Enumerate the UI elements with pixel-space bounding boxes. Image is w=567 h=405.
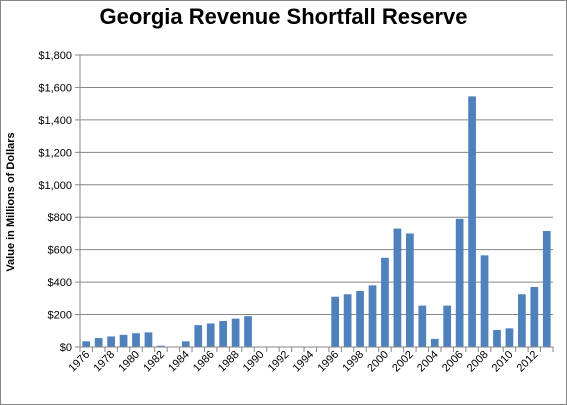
y-tick-label: $1,200 [38,147,72,159]
x-axis: 1976 1978 1980 1982 1984 1986 1988 1990 1992 1994… [67,55,554,375]
bar-1979 [119,334,128,347]
y-tick-label: $600 [48,245,72,257]
bar-2010 [505,328,514,347]
x-tick-label: 2008 [465,349,491,375]
bar-2012 [530,286,539,347]
bar-1978 [107,336,115,347]
bar-2005 [443,305,452,347]
bar-2008 [480,255,489,347]
bar-2004 [430,338,439,347]
y-tick-label: $0 [60,342,72,354]
x-tick-label: 1994 [291,349,317,375]
bar-1981 [144,332,153,347]
bar-1989 [244,316,252,347]
bar-1996 [331,296,340,347]
y-tick-label: $200 [48,310,72,322]
bars [82,96,551,347]
bar-1999 [368,285,377,347]
x-tick-label: 1982 [141,349,167,375]
x-tick-label: 1998 [340,349,366,375]
x-tick-label: 2002 [390,349,416,375]
bar-1987 [219,321,228,347]
x-tick-label: 1988 [216,349,242,375]
bar-1977 [94,338,103,347]
bar-2013 [542,231,551,347]
y-tick-label: $1,400 [38,115,72,127]
bar-1986 [206,323,215,347]
x-tick-label: 2000 [365,349,391,375]
bar-2011 [518,294,526,347]
y-tick-label: $400 [48,277,72,289]
bar-2000 [381,257,389,347]
bar-1982 [157,345,165,347]
bar-2001 [393,228,402,347]
bar-2007 [468,96,476,347]
bar-1997 [343,294,352,347]
bar-1976 [82,341,91,347]
bar-1980 [132,333,140,347]
x-tick-label: 1986 [191,349,217,375]
bar-1984 [181,341,190,347]
y-axis-ticks: $0 $200 $400 $600 $800 $1,000 $1,200 $1,400 $1,6… [38,50,80,354]
x-tick-label: 1996 [315,349,341,375]
x-tick-label: 2004 [415,349,441,375]
bar-1985 [194,325,203,347]
x-tick-label: 1984 [166,349,192,375]
x-tick-label: 1978 [91,349,117,375]
bar-2009 [493,329,501,347]
x-tick-label: 1990 [241,349,267,375]
bar-2006 [455,218,464,347]
x-tick-label: 2010 [490,349,516,375]
x-tick-label: 1980 [116,349,142,375]
bar-2002 [405,233,414,347]
y-tick-label: $1,000 [38,180,72,192]
bar-1998 [356,291,364,347]
x-tick-label: 2012 [515,349,541,375]
chart-title: Georgia Revenue Shortfall Reserve [99,4,468,29]
bar-1988 [231,318,240,347]
y-tick-label: $1,800 [38,50,72,62]
x-tick-label: 1992 [266,349,292,375]
y-tick-label: $800 [48,212,72,224]
y-tick-label: $1,600 [38,82,72,94]
x-tick-label: 2006 [440,349,466,375]
bar-2003 [418,305,427,347]
